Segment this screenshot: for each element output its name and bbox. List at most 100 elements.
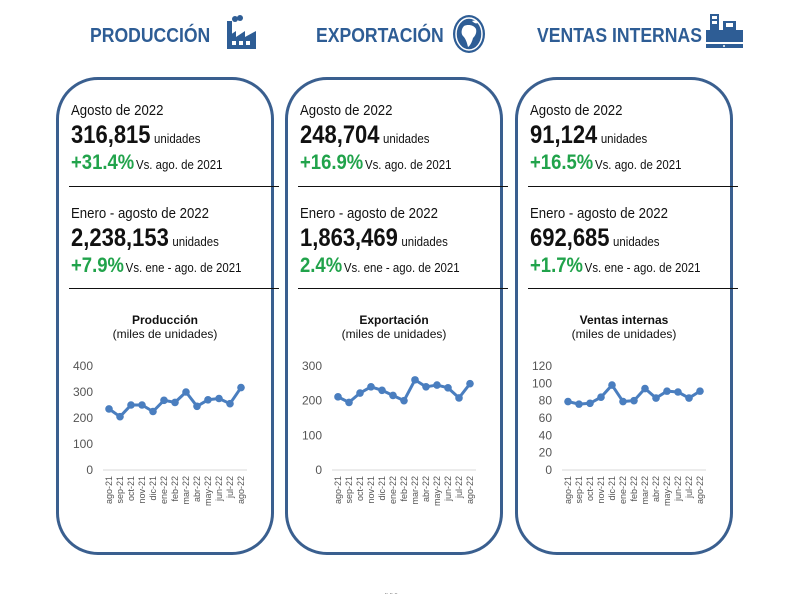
data-point <box>345 398 353 407</box>
section-title-produccion: PRODUCCIÓN <box>90 24 211 47</box>
monthly-comparison: Vs. ago. de 2021 <box>135 157 223 172</box>
x-tick-label: ago-21 <box>333 476 343 504</box>
x-tick-label: jul-22 <box>454 476 464 499</box>
x-tick-label: jul-22 <box>684 476 694 499</box>
data-point <box>193 402 201 411</box>
x-tick-label: dic-21 <box>148 476 158 501</box>
data-point <box>685 394 693 402</box>
data-point <box>608 381 616 389</box>
x-tick-label: jun-22 <box>443 476 453 502</box>
x-tick-label: sep-21 <box>115 476 125 504</box>
y-tick-label: 60 <box>539 411 553 425</box>
data-point <box>575 400 583 408</box>
ytd-block: Enero - agosto de 2022 2,238,153 unidades… <box>71 205 273 278</box>
data-point <box>138 401 146 409</box>
data-point <box>334 393 342 401</box>
y-tick-label: 100 <box>302 428 322 442</box>
x-tick-label: ago-22 <box>236 476 246 504</box>
monthly-block: Agosto de 2022 91,124 unidades +16.5% Vs. … <box>530 102 732 175</box>
ytd-period: Enero - agosto de 2022 <box>71 205 209 222</box>
chart-ventas: Ventas internas(miles de unidades) 0 20 40 6… <box>532 313 706 506</box>
x-tick-label: feb-22 <box>399 476 409 502</box>
chart-subtitle: (miles de unidades) <box>113 327 218 341</box>
x-tick-label: ago-22 <box>465 476 475 504</box>
y-tick-label: 400 <box>73 359 93 373</box>
x-tick-label: oct-21 <box>585 476 595 501</box>
x-tick-label: ago-21 <box>563 476 573 504</box>
header-ventas: VENTAS INTERNAS <box>537 14 724 58</box>
y-tick-label: 300 <box>73 385 93 399</box>
monthly-unit: unidades <box>383 131 430 146</box>
chart-title: Exportación <box>359 313 428 327</box>
x-tick-label: jul-22 <box>225 476 235 499</box>
x-tick-label: abr-22 <box>421 476 431 502</box>
divider <box>298 288 508 289</box>
x-tick-label: mar-22 <box>181 476 191 505</box>
ytd-value: 692,685 <box>530 224 610 252</box>
monthly-unit: unidades <box>154 131 201 146</box>
data-point <box>378 386 386 395</box>
x-tick-label: nov-21 <box>366 476 376 504</box>
panel-exportacion: Agosto de 2022 248,704 unidades +16.9% Vs.… <box>285 77 508 555</box>
chart-title: Producción <box>132 313 198 327</box>
monthly-period: Agosto de 2022 <box>300 102 393 119</box>
monthly-period: Agosto de 2022 <box>71 102 164 119</box>
y-tick-label: 200 <box>302 394 322 408</box>
divider <box>69 186 279 187</box>
x-tick-label: may-22 <box>662 476 672 506</box>
x-tick-label: oct-21 <box>355 476 365 501</box>
ytd-comparison: Vs. ene - ago. de 2021 <box>343 260 460 275</box>
chart-subtitle: (miles de unidades) <box>342 327 447 341</box>
data-point <box>215 394 223 403</box>
chart-exportacion: Exportación(miles de unidades) 0 100 200 300… <box>302 313 476 506</box>
chart-subtitle: (miles de unidades) <box>572 327 677 341</box>
x-tick-label: ene-22 <box>388 476 398 504</box>
ytd-change: +7.9% <box>71 254 124 277</box>
y-tick-label: 20 <box>539 446 553 460</box>
data-point <box>182 388 190 396</box>
x-tick-label: ago-22 <box>695 476 705 504</box>
data-point <box>367 383 375 391</box>
monthly-block: Agosto de 2022 316,815 unidades +31.4% Vs.… <box>71 102 273 175</box>
y-tick-label: 0 <box>545 463 552 477</box>
x-tick-label: abr-22 <box>651 476 661 502</box>
data-point <box>160 396 168 405</box>
monthly-comparison: Vs. ago. de 2021 <box>594 157 682 172</box>
data-point <box>226 399 234 408</box>
data-point <box>696 387 704 395</box>
y-tick-label: 100 <box>73 437 93 451</box>
ytd-unit: unidades <box>401 234 448 249</box>
monthly-value: 91,124 <box>530 121 598 149</box>
monthly-change: +31.4% <box>71 151 135 174</box>
x-tick-label: nov-21 <box>596 476 606 504</box>
x-tick-label: mar-22 <box>640 476 650 505</box>
chart-produccion: Producción(miles de unidades) 0 100 200 300 4… <box>73 313 247 506</box>
cash-register-icon <box>706 14 743 48</box>
data-point <box>127 401 135 409</box>
x-tick-label: sep-21 <box>344 476 354 504</box>
ytd-change: +1.7% <box>530 254 583 277</box>
ytd-change: 2.4% <box>300 254 343 277</box>
data-point <box>171 398 179 407</box>
x-tick-label: ene-22 <box>159 476 169 504</box>
y-tick-label: 80 <box>539 394 553 408</box>
y-tick-label: 40 <box>539 428 553 442</box>
x-tick-label: feb-22 <box>170 476 180 502</box>
data-point <box>619 397 627 406</box>
section-title-ventas: VENTAS INTERNAS <box>537 24 702 47</box>
y-tick-label: 200 <box>73 411 93 425</box>
ytd-comparison: Vs. ene - ago. de 2021 <box>584 260 701 275</box>
x-tick-label: mar-22 <box>410 476 420 505</box>
data-point <box>105 405 113 413</box>
data-point <box>641 384 649 393</box>
monthly-block: Agosto de 2022 248,704 unidades +16.9% Vs.… <box>300 102 502 175</box>
data-point <box>204 396 212 404</box>
divider <box>298 186 508 187</box>
ytd-period: Enero - agosto de 2022 <box>530 205 668 222</box>
section-title-exportacion: EXPORTACIÓN <box>316 24 444 47</box>
y-tick-label: 120 <box>532 359 552 373</box>
x-tick-label: jun-22 <box>673 476 683 502</box>
x-tick-label: ago-21 <box>104 476 114 504</box>
ytd-value: 2,238,153 <box>71 224 169 252</box>
ytd-block: Enero - agosto de 2022 1,863,469 unidades… <box>300 205 502 278</box>
